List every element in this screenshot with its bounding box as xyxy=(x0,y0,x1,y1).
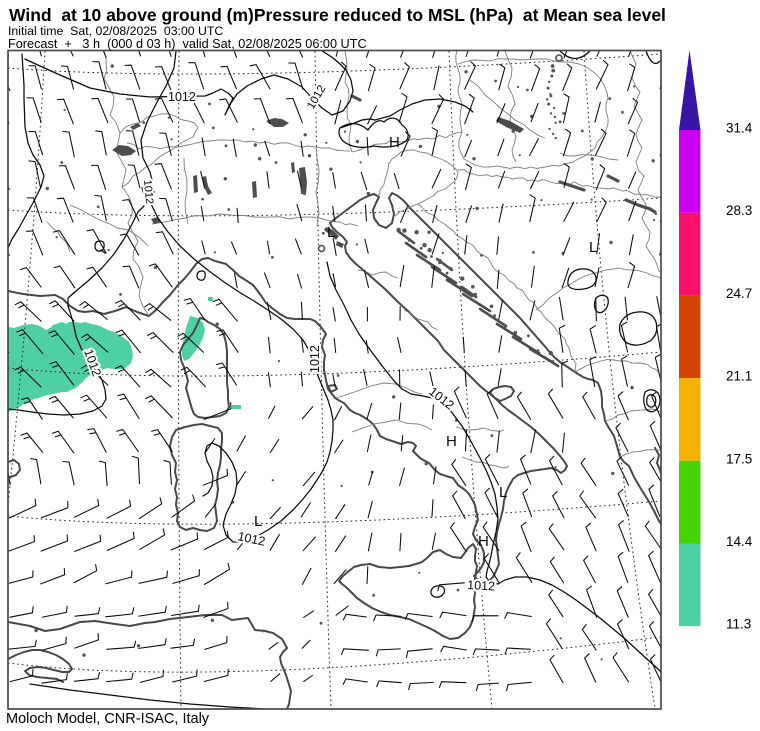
svg-text:17.5: 17.5 xyxy=(726,451,752,466)
svg-text:L: L xyxy=(589,239,597,256)
svg-text:21.1: 21.1 xyxy=(726,369,752,384)
svg-text:L: L xyxy=(254,513,262,530)
svg-text:L: L xyxy=(327,224,335,241)
svg-text:1012: 1012 xyxy=(308,345,322,373)
svg-text:11.3: 11.3 xyxy=(726,617,751,632)
svg-text:1012: 1012 xyxy=(236,529,266,548)
svg-text:24.7: 24.7 xyxy=(726,286,752,301)
svg-text:1012: 1012 xyxy=(308,345,322,373)
svg-text:H: H xyxy=(478,533,489,550)
svg-text:1012: 1012 xyxy=(467,578,496,593)
svg-text:28.3: 28.3 xyxy=(726,203,752,218)
svg-text:1012: 1012 xyxy=(168,90,196,104)
svg-text:H: H xyxy=(446,433,457,450)
svg-text:1012: 1012 xyxy=(141,179,155,204)
svg-text:14.4: 14.4 xyxy=(726,534,753,549)
svg-text:H: H xyxy=(389,134,400,151)
svg-text:1012: 1012 xyxy=(168,90,196,104)
svg-text:1012: 1012 xyxy=(141,179,155,204)
svg-text:31.4: 31.4 xyxy=(726,121,753,136)
svg-text:L: L xyxy=(499,484,507,501)
svg-text:1012: 1012 xyxy=(467,578,496,593)
